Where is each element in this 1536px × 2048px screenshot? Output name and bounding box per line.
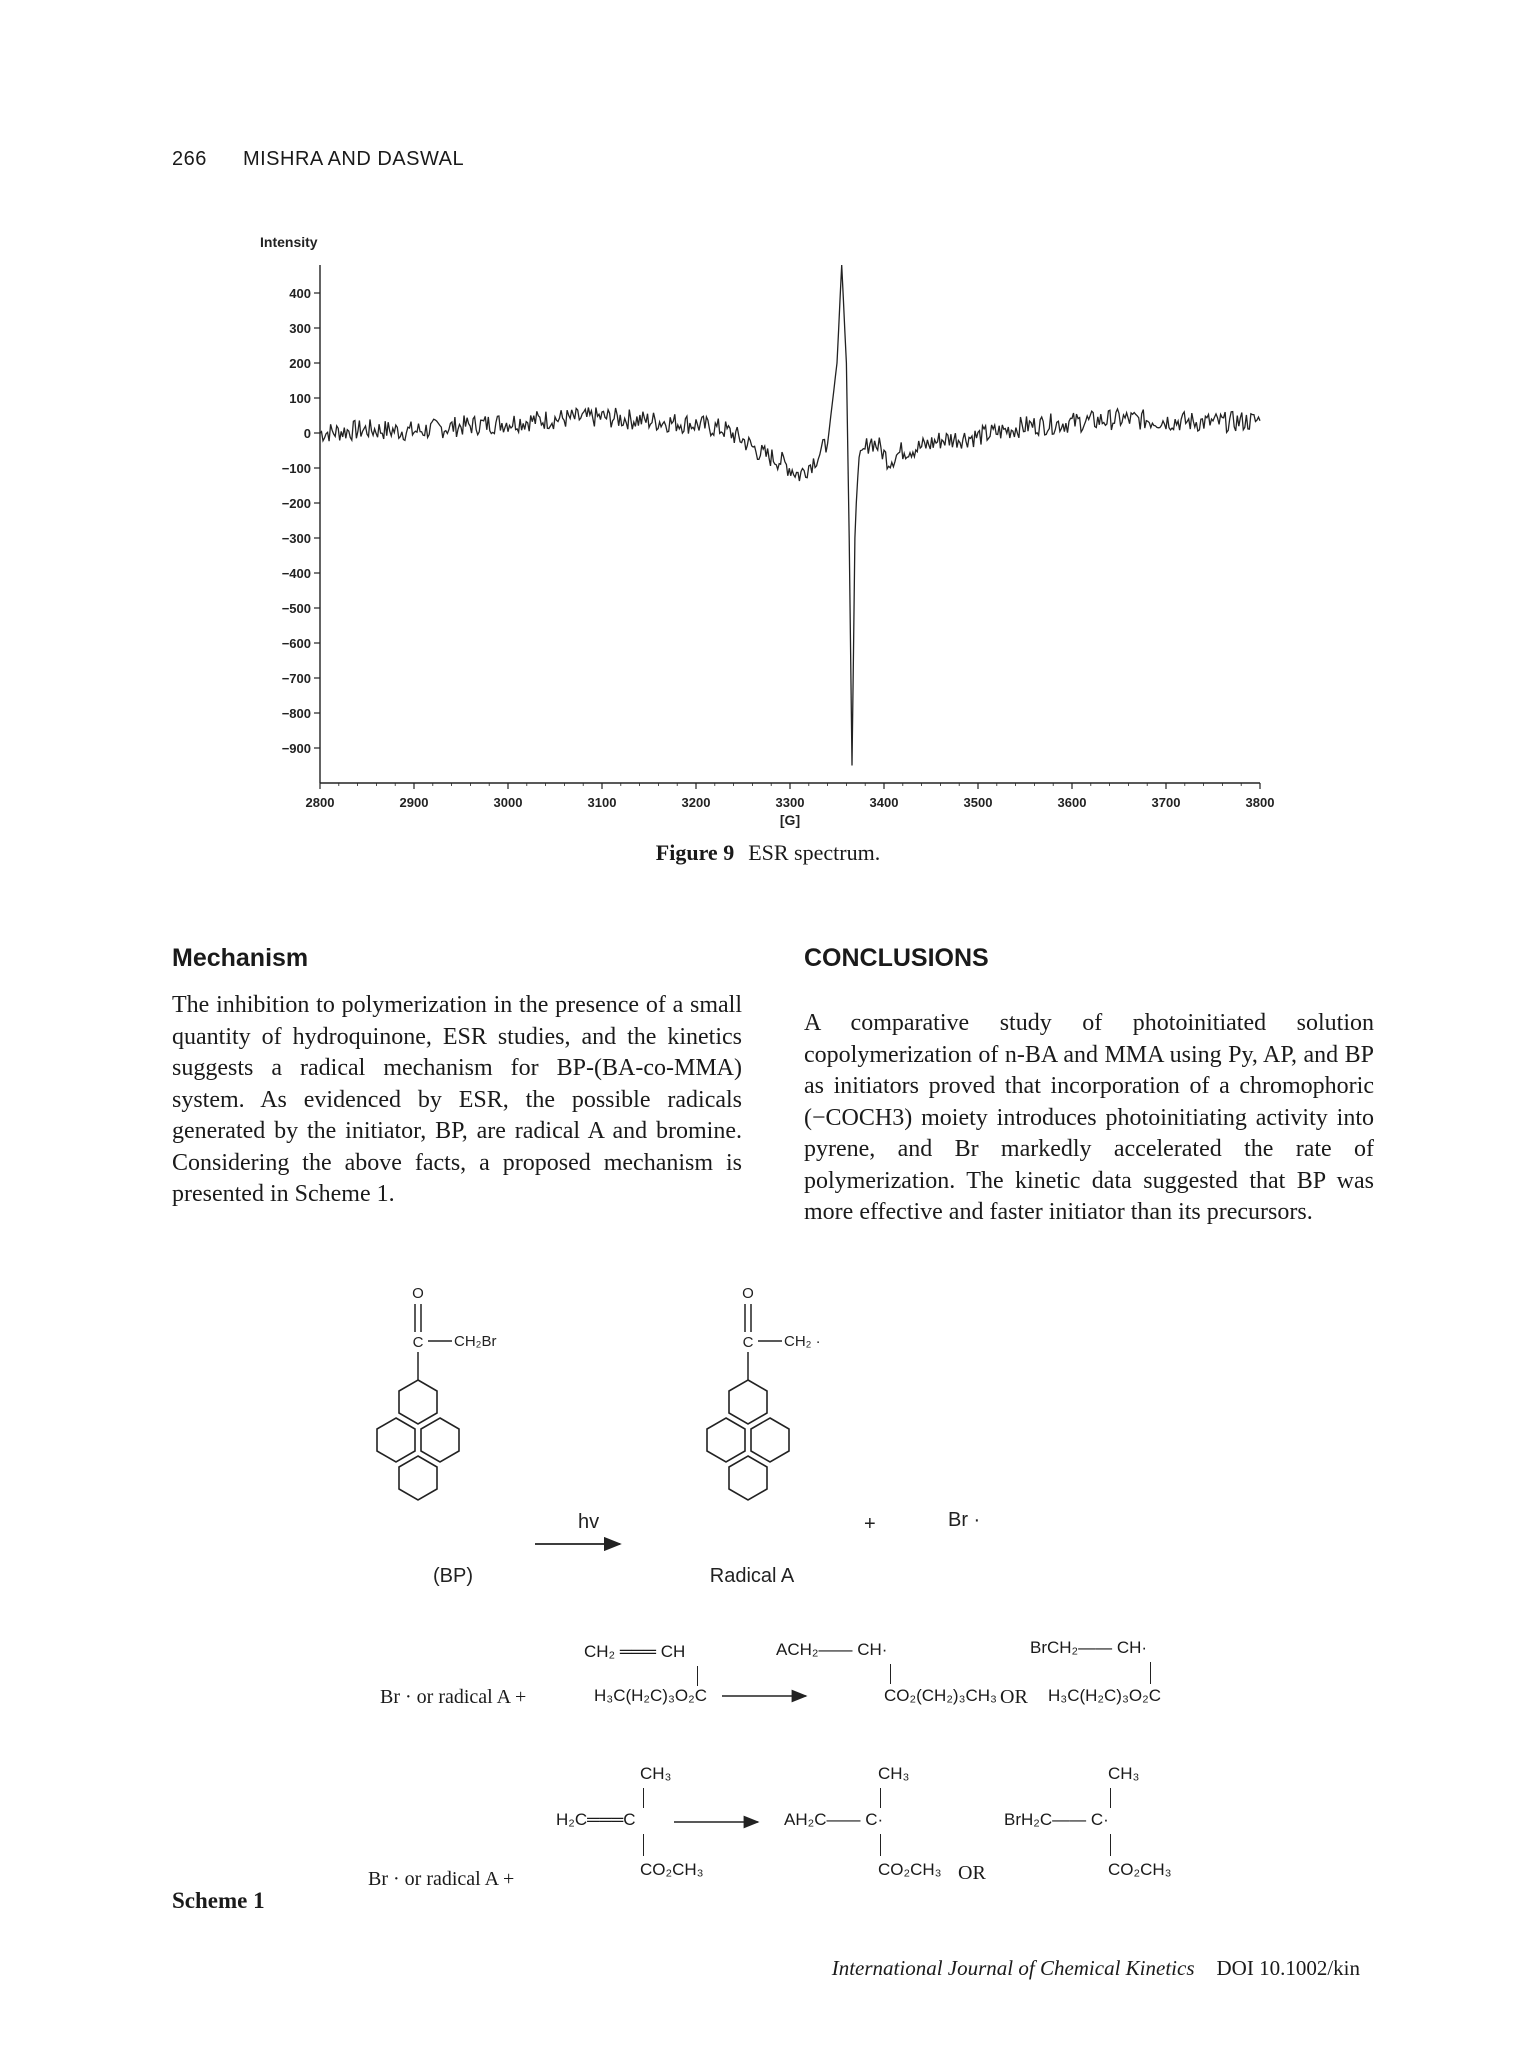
conclusions-heading: CONCLUSIONS: [804, 944, 989, 972]
row1-arrow: [722, 1689, 808, 1703]
esr-spectrum-line: [319, 264, 1261, 766]
row2-product2-co2: CO₂CH₃: [1108, 1860, 1172, 1879]
x-tick-label: 3500: [964, 795, 993, 810]
row1-reagent: Br · or radical A +: [380, 1686, 527, 1708]
bp-oxygen: O: [412, 1285, 424, 1302]
y-tick-label: −200: [282, 496, 311, 511]
radical-a-molecule: O C CH₂ ·: [706, 1285, 821, 1501]
row2-product1-ch3: CH₃: [878, 1764, 910, 1783]
row2-product1-bond-bottom: [880, 1834, 881, 1856]
row2-product1-mid: AH₂C—— C·: [784, 1810, 884, 1829]
br-radical-product: Br ·: [948, 1509, 980, 1531]
plus-sign: +: [864, 1513, 876, 1535]
running-header: 266 MISHRA AND DASWAL: [172, 148, 464, 171]
scheme-reaction-1: O C CH₂Br hv O C CH₂ · + Br · (BP) Radic…: [376, 1285, 980, 1587]
row2-product1-bond-top: [880, 1788, 881, 1808]
x-tick-label: 3100: [588, 795, 617, 810]
y-tick-label: −600: [282, 636, 311, 651]
bp-substituent: CH₂Br: [454, 1333, 497, 1350]
x-tick-label: 3300: [776, 795, 805, 810]
bp-molecule: O C CH₂Br: [376, 1285, 497, 1501]
y-tick-label: −900: [282, 741, 311, 756]
y-tick-label: −800: [282, 706, 311, 721]
conclusions-paragraph: A comparative study of photoinitiated so…: [804, 1010, 1374, 1225]
scheme-label: Scheme 1: [172, 1888, 265, 1913]
row2-reagent: Br · or radical A +: [368, 1868, 515, 1890]
x-tick-label: 2900: [400, 795, 429, 810]
x-tick-label: 3600: [1058, 795, 1087, 810]
y-tick-label: −700: [282, 671, 311, 686]
row1-monomer-top: CH₂ ═══ CH: [584, 1642, 686, 1661]
row2-product2-bond-top: [1110, 1788, 1111, 1808]
x-tick-label: 2800: [306, 795, 335, 810]
y-tick-label: 400: [289, 286, 311, 301]
row1-monomer-bond: [697, 1666, 698, 1686]
figure-caption-text: ESR spectrum.: [748, 840, 881, 865]
x-tick-label: 3700: [1152, 795, 1181, 810]
row2-monomer-co2: CO₂CH₃: [640, 1860, 704, 1879]
y-tick-label: −300: [282, 531, 311, 546]
figure-label: Figure 9: [655, 840, 735, 865]
y-ticks: 400 300 200 100 0 −100 −200 −300 −400 −500 −600 −70…: [282, 286, 320, 756]
x-tick-label: 3000: [494, 795, 523, 810]
y-axis-label: Intensity: [260, 234, 318, 250]
running-title: MISHRA AND DASWAL: [242, 148, 465, 170]
esr-chart: Intensity 400 300 200 100 0 −100 −200 −300 −400 −…: [260, 234, 1275, 828]
bp-carbon: C: [413, 1334, 424, 1351]
radical-a-label: Radical A: [710, 1565, 795, 1587]
row1-product1-bond: [890, 1664, 891, 1684]
row1-or: OR: [1000, 1686, 1028, 1708]
row2-product2-bond-bottom: [1110, 1834, 1111, 1856]
row2-product1-co2: CO₂CH₃: [878, 1860, 942, 1879]
mechanism-heading: Mechanism: [172, 944, 309, 972]
row1-product2-top: BrCH₂—— CH·: [1030, 1638, 1148, 1657]
row1-product1-top: ACH₂—— CH·: [776, 1640, 888, 1659]
figure-caption: Figure 9 ESR spectrum.: [0, 840, 1536, 866]
bp-label: (BP): [433, 1565, 473, 1587]
y-tick-label: −500: [282, 601, 311, 616]
row2-monomer-bond-bottom: [643, 1834, 644, 1856]
row2-product2-ch3: CH₃: [1108, 1764, 1140, 1783]
row2-or: OR: [958, 1862, 986, 1884]
x-tick-label: 3400: [870, 795, 899, 810]
hv-label: hv: [578, 1511, 599, 1533]
y-tick-label: 200: [289, 356, 311, 371]
page-footer: International Journal of Chemical Kineti…: [0, 1956, 1360, 1981]
row2-arrow: [674, 1815, 760, 1829]
chart-axes: [319, 265, 1260, 784]
row1-product2-bond: [1150, 1662, 1151, 1684]
x-tick-label: 3200: [682, 795, 711, 810]
x-tick-label: 3800: [1246, 795, 1275, 810]
journal-name: International Journal of Chemical Kineti…: [831, 1956, 1195, 1980]
row1-monomer-bottom: H₃C(H₂C)₃O₂C: [594, 1686, 707, 1705]
y-tick-label: 0: [304, 426, 311, 441]
x-ticks: 2800 2900 3000 3100 3200 3300 3400 3500 3600 3700…: [306, 783, 1275, 810]
page-number: 266: [172, 148, 207, 170]
x-axis-label: [G]: [780, 812, 800, 828]
radical-a-carbon: C: [743, 1334, 754, 1351]
row2-monomer-bond-top: [643, 1788, 644, 1808]
row1-product1-bottom: CO₂(CH₂)₃CH₃: [884, 1686, 997, 1705]
doi: DOI 10.1002/kin: [1216, 1956, 1361, 1980]
y-tick-label: −400: [282, 566, 311, 581]
y-tick-label: 100: [289, 391, 311, 406]
row2-monomer-mid: H₂C═══C: [556, 1810, 636, 1829]
row1-product2-bottom: H₃C(H₂C)₃O₂C: [1048, 1686, 1161, 1705]
row2-monomer-ch3: CH₃: [640, 1764, 672, 1783]
radical-a-oxygen: O: [742, 1285, 754, 1302]
radical-a-substituent: CH₂ ·: [784, 1333, 821, 1350]
y-tick-label: −100: [282, 461, 311, 476]
row2-product2-mid: BrH₂C—— C·: [1004, 1810, 1109, 1829]
y-tick-label: 300: [289, 321, 311, 336]
mechanism-paragraph: The inhibition to polymerization in the …: [172, 992, 742, 1207]
